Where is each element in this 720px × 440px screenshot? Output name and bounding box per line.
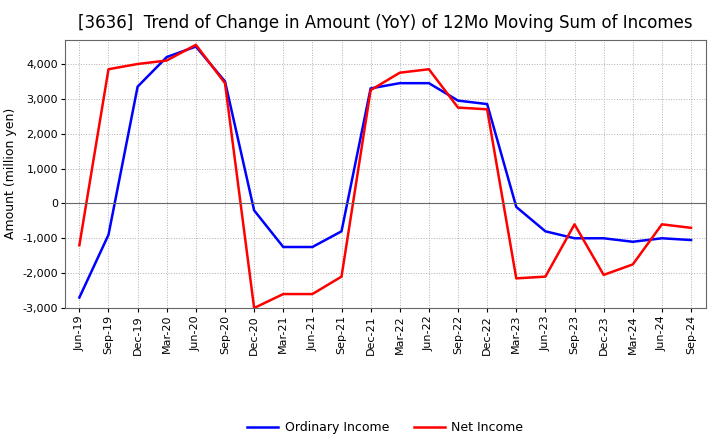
Net Income [308,291,317,297]
Ordinary Income [163,55,171,60]
Net Income [279,291,287,297]
Ordinary Income [104,232,113,238]
Ordinary Income [541,229,550,234]
Ordinary Income [308,244,317,249]
Ordinary Income [454,98,462,103]
Net Income [395,70,404,75]
Y-axis label: Amount (million yen): Amount (million yen) [4,108,17,239]
Ordinary Income [133,84,142,89]
Net Income [220,81,229,86]
Ordinary Income [512,204,521,209]
Ordinary Income [279,244,287,249]
Ordinary Income [629,239,637,244]
Net Income [687,225,696,231]
Legend: Ordinary Income, Net Income: Ordinary Income, Net Income [242,416,528,439]
Ordinary Income [687,238,696,243]
Net Income [454,105,462,110]
Net Income [250,305,258,311]
Net Income [483,106,492,112]
Net Income [425,66,433,72]
Net Income [163,58,171,63]
Net Income [570,222,579,227]
Ordinary Income [75,295,84,300]
Ordinary Income [395,81,404,86]
Ordinary Income [483,102,492,107]
Net Income [541,274,550,279]
Net Income [104,66,113,72]
Net Income [512,276,521,281]
Net Income [192,42,200,48]
Ordinary Income [366,86,375,91]
Ordinary Income [250,208,258,213]
Ordinary Income [570,236,579,241]
Ordinary Income [192,44,200,49]
Net Income [366,88,375,93]
Ordinary Income [337,229,346,234]
Title: [3636]  Trend of Change in Amount (YoY) of 12Mo Moving Sum of Incomes: [3636] Trend of Change in Amount (YoY) o… [78,15,693,33]
Ordinary Income [599,236,608,241]
Ordinary Income [657,236,666,241]
Net Income [629,262,637,267]
Net Income [337,274,346,279]
Ordinary Income [220,79,229,84]
Net Income [657,222,666,227]
Net Income [133,61,142,66]
Line: Net Income: Net Income [79,45,691,308]
Ordinary Income [425,81,433,86]
Line: Ordinary Income: Ordinary Income [79,47,691,297]
Net Income [599,272,608,278]
Net Income [75,242,84,248]
